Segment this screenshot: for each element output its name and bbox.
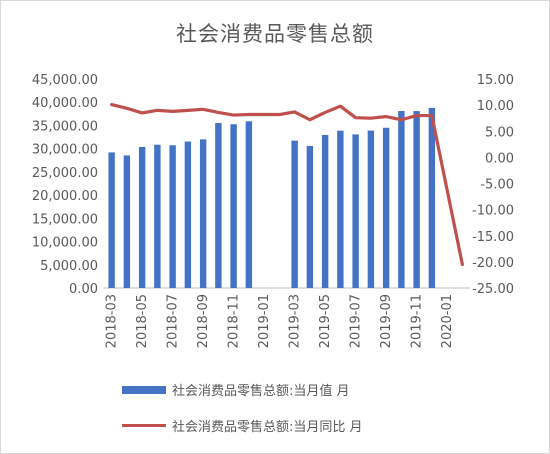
bar: [413, 111, 420, 289]
x-tick-label: 2018-05: [135, 294, 150, 348]
legend-line-label: 社会消费品零售总额:当月同比 月: [172, 420, 363, 435]
x-tick-label: 2018-11: [227, 294, 242, 348]
chart-title: 社会消费品零售总额: [176, 22, 374, 46]
x-tick-label: 2020-01: [440, 294, 455, 348]
legend-line-swatch: [122, 424, 166, 427]
y-right-tick-label: 10.00: [477, 99, 514, 114]
x-tick-label: 2018-03: [105, 294, 120, 348]
x-tick-label: 2019-07: [349, 294, 364, 348]
y-right-tick-label: -10.00: [472, 204, 514, 219]
bar: [398, 111, 405, 288]
y-right-tick-label: 0.00: [485, 151, 514, 166]
y-right-tick-label: 5.00: [485, 125, 514, 140]
bar: [367, 130, 375, 288]
y-left-tick-label: 15,000.00: [32, 212, 98, 227]
bar: [199, 139, 207, 288]
bar: [428, 107, 436, 288]
legend-item-line: 社会消费品零售总额:当月同比 月: [122, 416, 363, 435]
bar: [215, 122, 222, 288]
bar: [123, 155, 131, 288]
legend-bar-label: 社会消费品零售总额:当月值 月: [172, 384, 350, 399]
bar: [108, 152, 115, 288]
x-tick-label: 2019-11: [410, 294, 425, 348]
bar: [154, 144, 161, 288]
y-left-tick-label: 10,000.00: [32, 236, 98, 251]
bar: [321, 134, 329, 288]
x-tick-label: 2019-01: [257, 294, 272, 348]
y-left-tick-label: 45,000.00: [32, 73, 98, 88]
y-left-tick-label: 40,000.00: [32, 96, 98, 111]
x-tick-label: 2019-05: [318, 294, 333, 348]
bar: [245, 121, 253, 288]
bar: [138, 146, 146, 288]
y-right-tick-label: -15.00: [472, 230, 514, 245]
bar: [337, 130, 344, 288]
line-series: [110, 103, 464, 267]
y-right-tick-label: -5.00: [480, 178, 514, 193]
x-tick-label: 2018-09: [196, 294, 211, 348]
y-left-tick-label: 0.00: [69, 282, 98, 297]
bar: [184, 141, 192, 288]
x-tick-label: 2019-03: [288, 294, 303, 348]
y-left-tick-label: 30,000.00: [32, 143, 98, 158]
y-right-tick-label: 15.00: [477, 73, 514, 88]
bar: [306, 145, 314, 288]
bar: [352, 134, 359, 288]
bar: [382, 127, 390, 288]
y-left-tick-label: 25,000.00: [32, 166, 98, 181]
tick-labels: 0.00 5,000.00 10,000.00 15,000.00 20,000.00 2…: [32, 73, 514, 348]
y-right-tick-label: -25.00: [472, 282, 514, 297]
y-left-tick-label: 35,000.00: [32, 119, 98, 134]
x-tick-label: 2018-07: [166, 294, 181, 348]
legend-bar-swatch: [122, 385, 166, 394]
bar-series: [108, 107, 436, 289]
bar: [169, 145, 176, 288]
y-right-tick-label: -20.00: [472, 256, 514, 271]
x-tick-label: 2019-09: [379, 294, 394, 348]
bar: [291, 140, 298, 288]
legend-item-bar: 社会消费品零售总额:当月值 月: [122, 380, 350, 399]
y-left-tick-label: 5,000.00: [40, 259, 98, 274]
bar: [230, 124, 237, 289]
y-left-tick-label: 20,000.00: [32, 189, 98, 204]
line-path: [110, 103, 464, 267]
